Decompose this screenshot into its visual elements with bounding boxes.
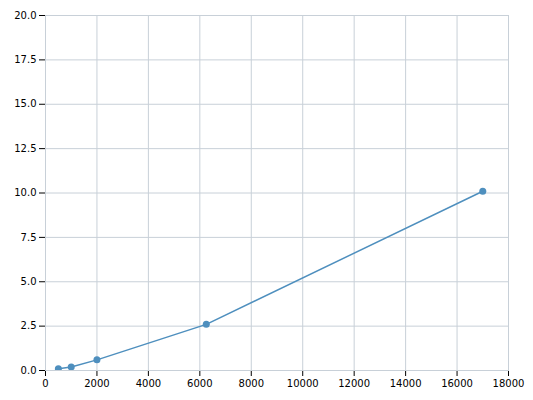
svg-text:12.5: 12.5 — [14, 143, 36, 154]
svg-text:8000: 8000 — [239, 378, 264, 389]
svg-text:16000: 16000 — [441, 378, 473, 389]
svg-text:5.0: 5.0 — [21, 276, 37, 287]
svg-text:12000: 12000 — [338, 378, 370, 389]
svg-text:0.0: 0.0 — [21, 365, 37, 376]
svg-text:0: 0 — [42, 378, 48, 389]
svg-text:10000: 10000 — [287, 378, 319, 389]
svg-text:2.5: 2.5 — [21, 320, 37, 331]
svg-text:14000: 14000 — [390, 378, 422, 389]
svg-text:18000: 18000 — [493, 378, 525, 389]
svg-text:4000: 4000 — [136, 378, 161, 389]
svg-text:2000: 2000 — [84, 378, 109, 389]
svg-text:15.0: 15.0 — [14, 98, 36, 109]
svg-text:20.0: 20.0 — [14, 10, 36, 21]
svg-text:6000: 6000 — [187, 378, 212, 389]
svg-text:17.5: 17.5 — [14, 54, 36, 65]
svg-text:10.0: 10.0 — [14, 187, 36, 198]
svg-text:7.5: 7.5 — [21, 232, 37, 243]
